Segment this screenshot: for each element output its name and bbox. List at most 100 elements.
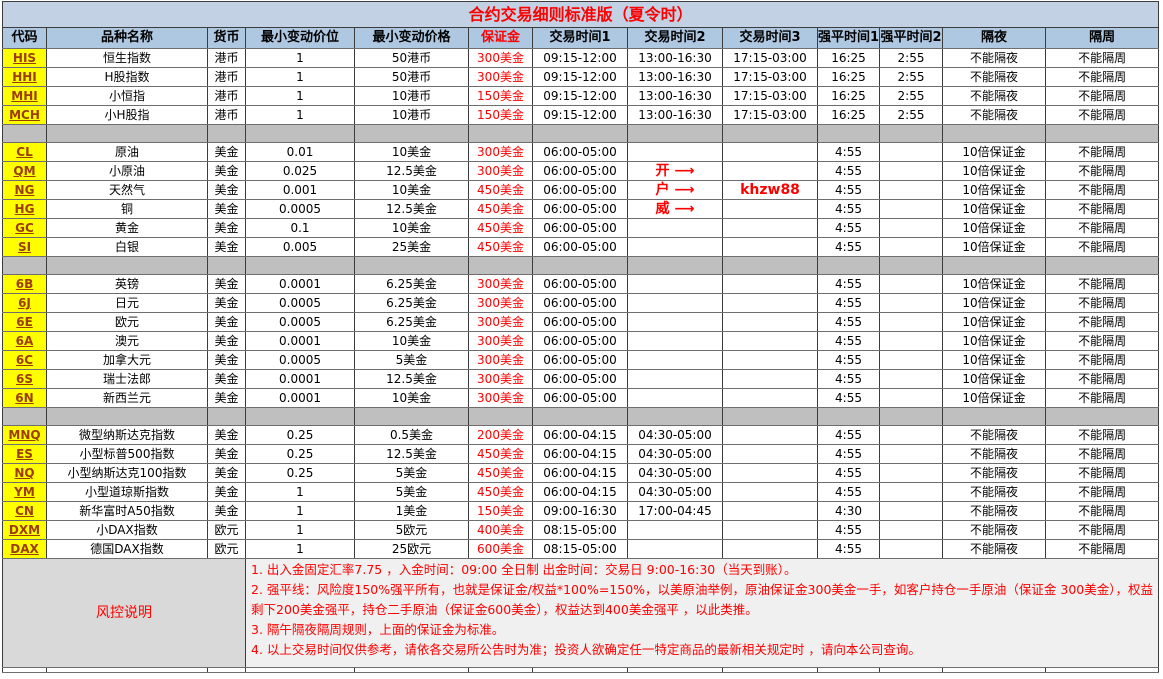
header-row: 代码 品种名称 货币 最小变动价位 最小变动价格 保证金 交易时间1 交易时间2 交易时间3 强平… <box>2 27 1160 49</box>
cell-overnight: 不能隔夜 <box>942 444 1046 464</box>
page-title: 合约交易细则标准版（夏令时） <box>1 1 1160 28</box>
cell-currency: 港币 <box>207 48 246 68</box>
cell-session1: 06:00-05:00 <box>532 274 628 294</box>
empty-cell <box>2 667 47 673</box>
empty-cell <box>1044 256 1160 275</box>
empty-cell <box>722 256 818 275</box>
cell-overweek: 不能隔周 <box>1044 218 1160 238</box>
cell-force-close2 <box>879 482 943 502</box>
cell-margin: 300美金 <box>468 67 533 87</box>
cell-code: NG <box>2 180 47 200</box>
cell-code: SI <box>2 237 47 257</box>
cell-force-close2: 2:55 <box>879 67 943 87</box>
cell-name: 原油 <box>46 142 208 162</box>
cell-code: NQ <box>2 463 47 483</box>
cell-session1: 06:00-05:00 <box>532 161 628 181</box>
cell-overnight: 不能隔夜 <box>942 482 1046 502</box>
cell-force-close1: 16:25 <box>817 48 880 68</box>
empty-cell <box>627 256 723 275</box>
cell-force-close1: 4:55 <box>817 199 880 219</box>
cell-margin: 450美金 <box>468 482 533 502</box>
cell-session1: 09:00-16:30 <box>532 501 628 521</box>
cell-force-close2 <box>879 180 943 200</box>
bottom-strip-row <box>2 667 1160 673</box>
empty-cell <box>942 407 1046 426</box>
cell-currency: 美金 <box>207 425 246 445</box>
cell-force-close1: 4:55 <box>817 274 880 294</box>
cell-tick-value: 50港币 <box>354 67 469 87</box>
empty-cell <box>46 124 208 143</box>
cell-session3 <box>722 274 818 294</box>
table-row: NG 天然气 美金 0.001 10美金 450美金 06:00-05:00 户 ⟶ khzw8… <box>2 180 1160 200</box>
cell-session3 <box>722 369 818 389</box>
column-header-code: 代码 <box>2 27 47 49</box>
cell-overweek: 不能隔周 <box>1044 237 1160 257</box>
cell-session1: 06:00-05:00 <box>532 142 628 162</box>
cell-overnight: 10倍保证金 <box>942 388 1046 408</box>
cell-code: 6E <box>2 312 47 332</box>
cell-force-close2: 2:55 <box>879 86 943 106</box>
cell-session2: 威 ⟶ <box>627 199 723 219</box>
cell-overweek: 不能隔周 <box>1044 48 1160 68</box>
cell-session1: 09:15-12:00 <box>532 105 628 125</box>
cell-overweek: 不能隔周 <box>1044 86 1160 106</box>
cell-code: 6N <box>2 388 47 408</box>
empty-cell <box>468 407 533 426</box>
cell-session2 <box>627 237 723 257</box>
cell-name: 小原油 <box>46 161 208 181</box>
cell-code: YM <box>2 482 47 502</box>
column-header-tick-value: 最小变动价格 <box>354 27 469 49</box>
cell-session3: khzw88 <box>722 180 818 200</box>
table-row: CL 原油 美金 0.01 10美金 300美金 06:00-05:00 4:55 10倍保证金… <box>2 142 1160 162</box>
cell-session1: 06:00-05:00 <box>532 293 628 313</box>
cell-min-tick: 0.0001 <box>245 388 355 408</box>
cell-min-tick: 0.0001 <box>245 274 355 294</box>
column-header-margin: 保证金 <box>468 27 533 49</box>
cell-min-tick: 0.25 <box>245 463 355 483</box>
cell-force-close2 <box>879 331 943 351</box>
empty-cell <box>207 256 246 275</box>
cell-margin: 200美金 <box>468 425 533 445</box>
cell-name: 小DAX指数 <box>46 520 208 540</box>
cell-currency: 美金 <box>207 180 246 200</box>
cell-force-close2 <box>879 199 943 219</box>
cell-overnight: 10倍保证金 <box>942 312 1046 332</box>
cell-currency: 港币 <box>207 67 246 87</box>
cell-tick-value: 5美金 <box>354 463 469 483</box>
cell-overweek: 不能隔周 <box>1044 539 1160 559</box>
cell-code: QM <box>2 161 47 181</box>
cell-force-close1: 4:55 <box>817 331 880 351</box>
cell-session1: 09:15-12:00 <box>532 48 628 68</box>
empty-cell <box>354 407 469 426</box>
cell-margin: 300美金 <box>468 350 533 370</box>
empty-cell <box>468 667 533 673</box>
risk-note-line: 1. 出入金固定汇率7.75 ，入金时间：09:00 全日制 出金时间：交易日 … <box>251 562 797 577</box>
cell-margin: 300美金 <box>468 331 533 351</box>
cell-session2 <box>627 539 723 559</box>
cell-force-close2: 2:55 <box>879 105 943 125</box>
cell-session2: 13:00-16:30 <box>627 48 723 68</box>
empty-cell <box>2 124 47 143</box>
empty-cell <box>879 256 943 275</box>
cell-name: 日元 <box>46 293 208 313</box>
empty-cell <box>532 667 628 673</box>
cell-tick-value: 5美金 <box>354 482 469 502</box>
cell-overweek: 不能隔周 <box>1044 501 1160 521</box>
cell-overnight: 不能隔夜 <box>942 539 1046 559</box>
cell-force-close2 <box>879 142 943 162</box>
cell-session2 <box>627 312 723 332</box>
cell-session1: 08:15-05:00 <box>532 520 628 540</box>
cell-min-tick: 0.001 <box>245 180 355 200</box>
cell-name: 瑞士法郎 <box>46 369 208 389</box>
cell-code: DXM <box>2 520 47 540</box>
cell-force-close1: 4:55 <box>817 463 880 483</box>
cell-code: HHI <box>2 67 47 87</box>
cell-code: DAX <box>2 539 47 559</box>
cell-force-close2 <box>879 161 943 181</box>
cell-overweek: 不能隔周 <box>1044 180 1160 200</box>
cell-name: H股指数 <box>46 67 208 87</box>
table-row: GC 黄金 美金 0.1 10美金 450美金 06:00-05:00 4:55 10倍保证金不… <box>2 218 1160 238</box>
column-header-overnight: 隔夜 <box>942 27 1046 49</box>
cell-session1: 06:00-04:15 <box>532 463 628 483</box>
cell-session2 <box>627 293 723 313</box>
